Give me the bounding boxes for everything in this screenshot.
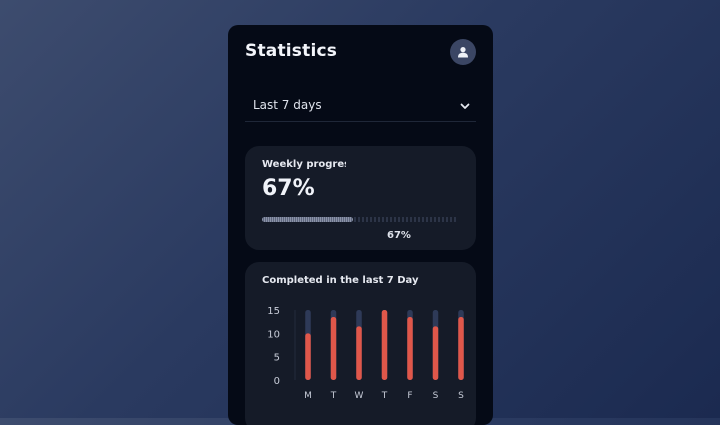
page-title: Statistics — [245, 41, 338, 61]
date-range-select[interactable]: Last 7 days — [245, 91, 476, 122]
x-tick-label: W — [355, 391, 364, 401]
y-tick-label: 15 — [267, 306, 280, 317]
bar — [432, 326, 439, 380]
x-tick-label: T — [381, 391, 388, 401]
bar — [407, 317, 413, 380]
header: Statistics — [245, 39, 476, 67]
bar — [356, 326, 362, 380]
chart-title: Completed in the last 7 Day — [262, 275, 419, 286]
bar — [305, 333, 311, 380]
y-tick-label: 5 — [274, 353, 280, 364]
completed-bar-chart: 15 10 5 0 M T W T F S S — [267, 306, 464, 401]
x-tick-label: F — [407, 391, 412, 401]
progress-bar — [262, 217, 458, 222]
weekly-progress-value: 67% — [262, 176, 315, 201]
bar — [330, 317, 337, 380]
x-tick-label: S — [458, 391, 464, 401]
date-range-value: Last 7 days — [253, 98, 322, 112]
x-tick-label: T — [330, 391, 337, 401]
user-avatar-button[interactable] — [450, 39, 476, 65]
statistics-screen: Statistics Last 7 days Weekly progress 6… — [228, 25, 493, 425]
x-tick-label: S — [433, 391, 439, 401]
x-tick-label: M — [304, 391, 312, 401]
bar — [381, 310, 388, 380]
chevron-down-icon — [460, 103, 470, 109]
y-tick-label: 10 — [267, 329, 280, 340]
bar — [458, 317, 464, 380]
progress-percent-label: 67% — [387, 230, 411, 241]
completed-chart-card: Completed in the last 7 Day 15 10 5 0 M T W T F S… — [245, 262, 476, 425]
weekly-progress-card: Weekly progress 67% 67% — [245, 146, 476, 250]
user-icon — [458, 47, 468, 58]
y-tick-label: 0 — [274, 376, 280, 387]
weekly-progress-label: Weekly progress — [262, 159, 346, 170]
progress-bar-fill — [262, 217, 353, 222]
